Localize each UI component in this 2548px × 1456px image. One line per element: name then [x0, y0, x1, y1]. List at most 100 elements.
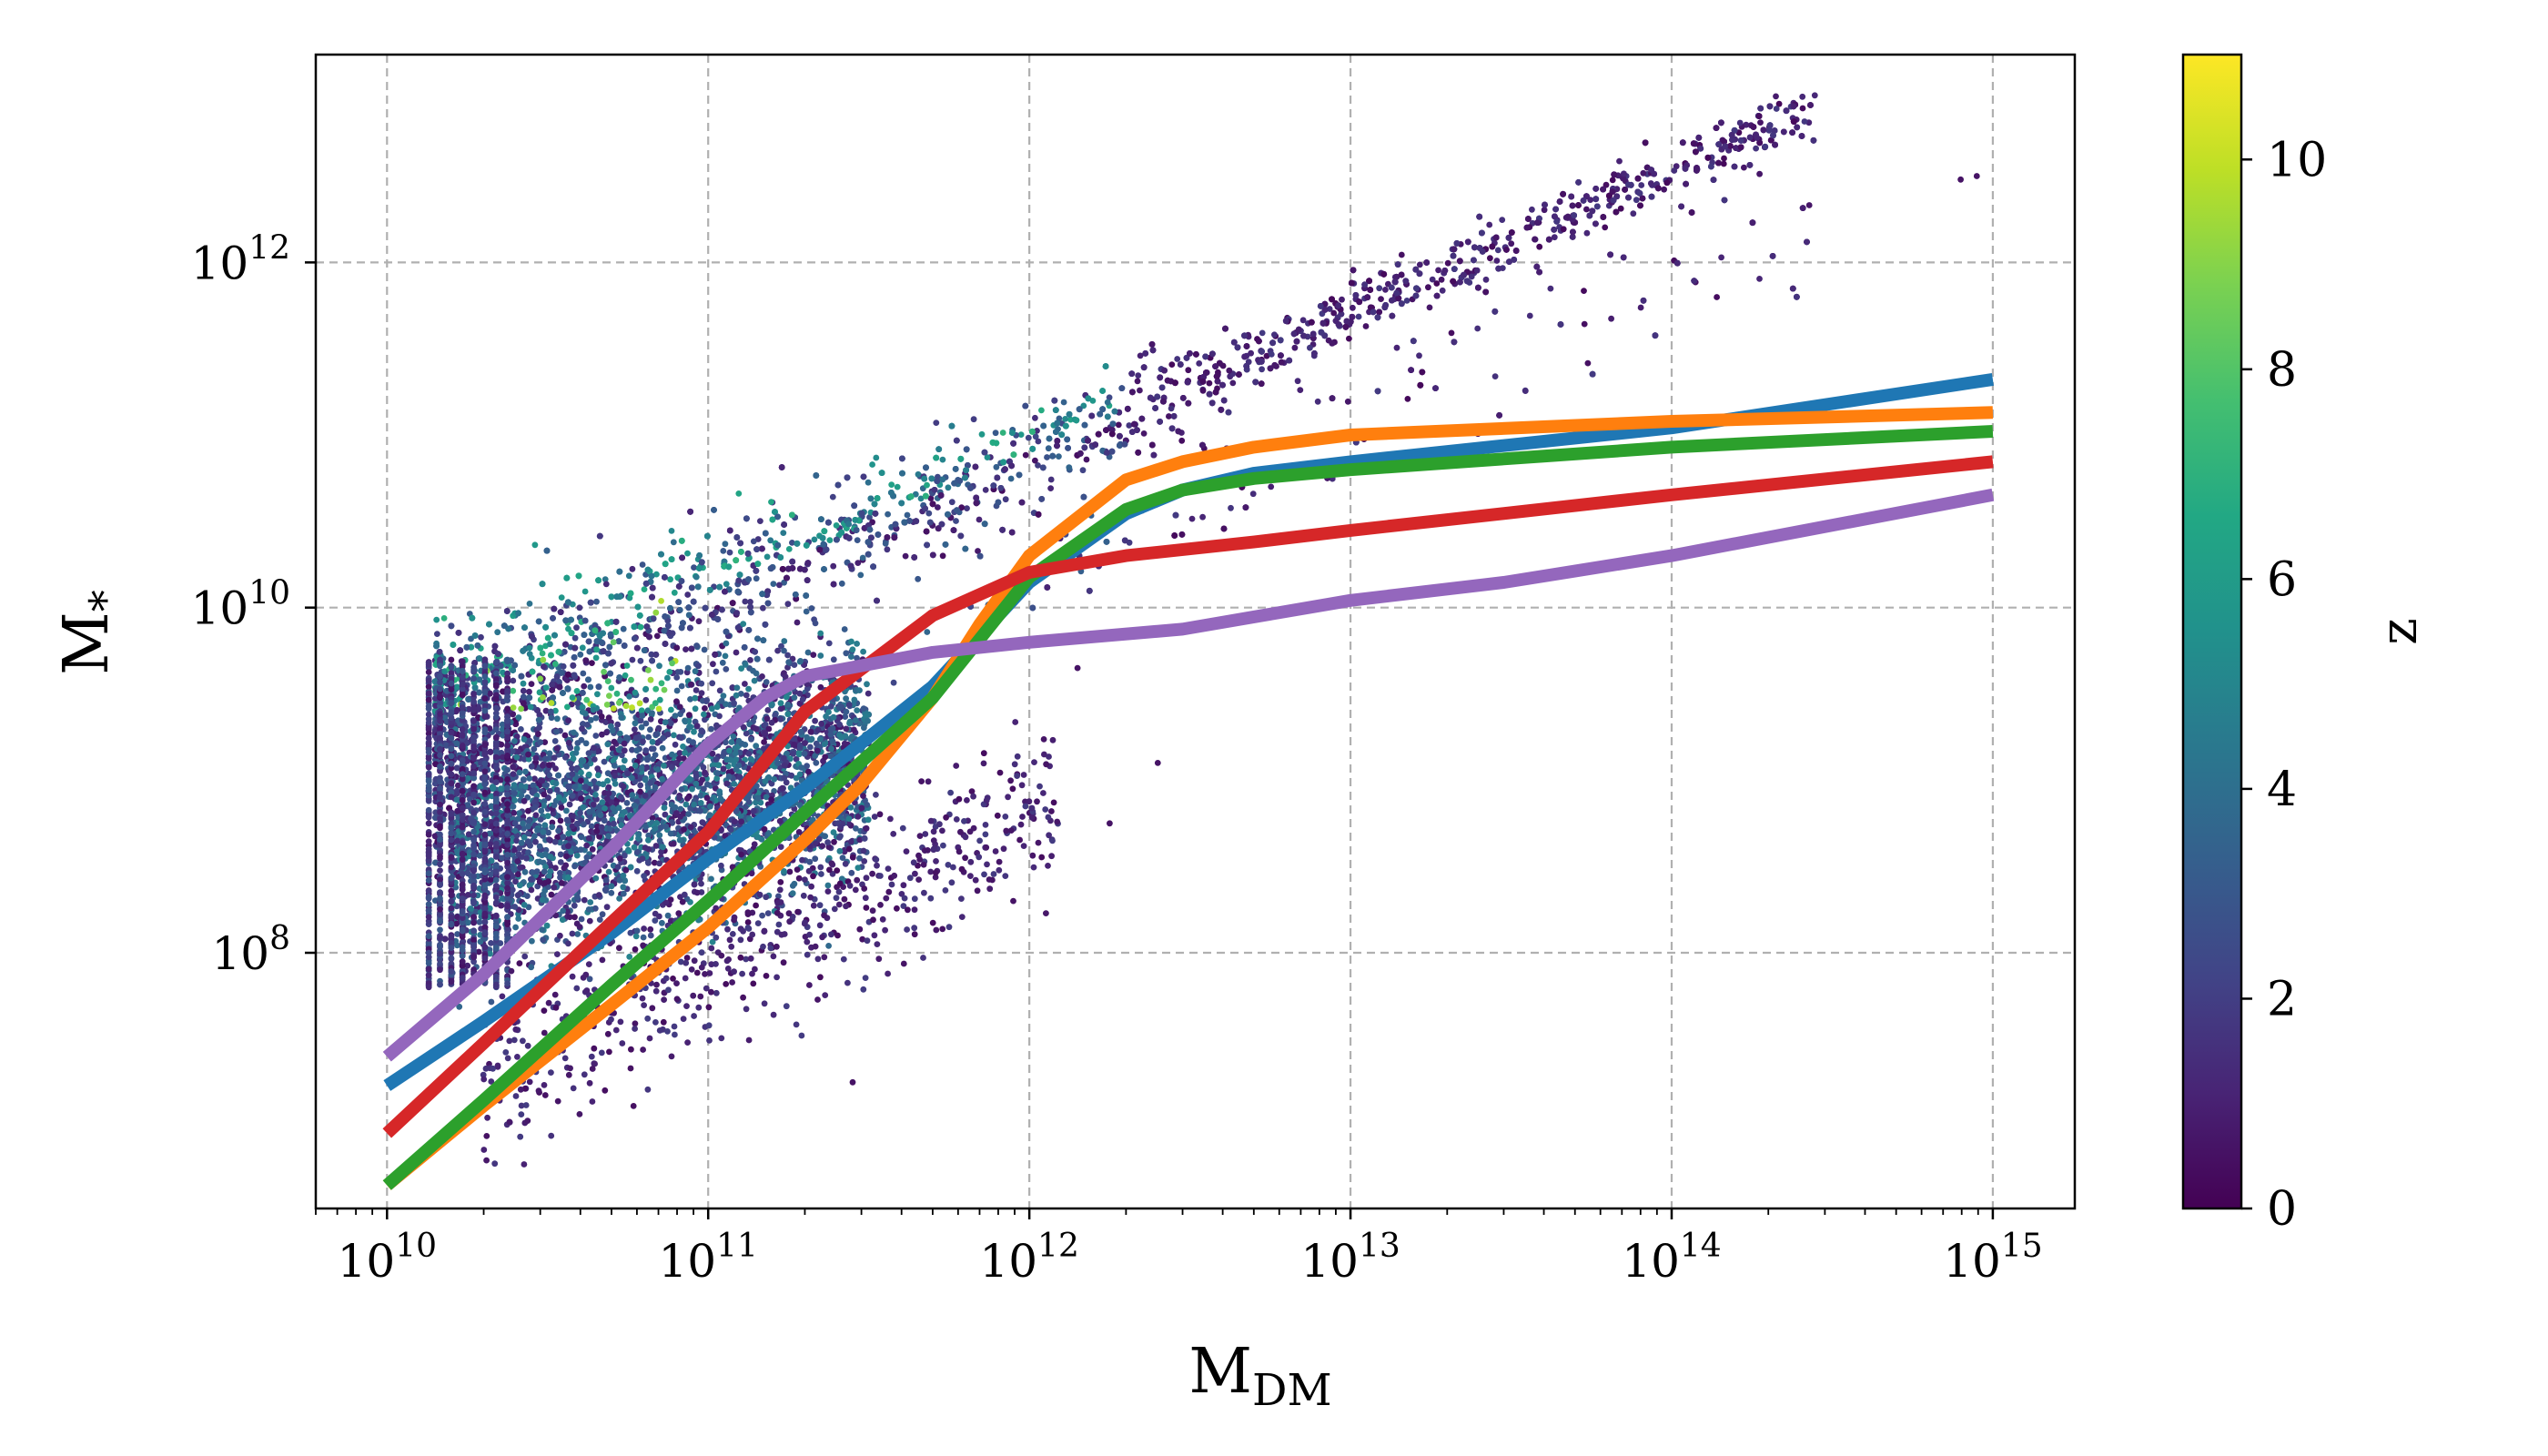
scatter-point [1757, 105, 1764, 112]
scatter-point [931, 487, 938, 493]
scatter-point [1630, 210, 1637, 217]
grid-lines [316, 55, 2075, 1208]
scatter-point [1213, 373, 1220, 379]
scatter-point [1038, 407, 1045, 414]
scatter-point [1029, 604, 1036, 612]
scatter-point [1376, 285, 1383, 292]
scatter-point [629, 565, 636, 572]
scatter-point [1718, 119, 1724, 126]
scatter-point [1178, 531, 1186, 538]
scatter-point [1593, 203, 1601, 210]
scatter-point [781, 521, 787, 528]
scatter-point [701, 646, 708, 653]
scatter-point [774, 541, 782, 549]
scatter-point [500, 622, 508, 629]
scatter-point [1393, 344, 1400, 351]
scatter-point [741, 644, 748, 651]
scatter-point [1613, 208, 1620, 216]
scatter-point [667, 605, 673, 612]
scatter-point [1412, 266, 1420, 273]
scatter-point [1356, 298, 1363, 306]
scatter-point [606, 643, 613, 651]
scatter-point [976, 516, 983, 523]
scatter-point [682, 646, 689, 652]
scatter-point [581, 632, 588, 638]
scatter-point [696, 552, 703, 559]
scatter-point [555, 648, 562, 655]
scatter-point [963, 446, 970, 453]
scatter-point [575, 572, 582, 580]
scatter-point [878, 470, 885, 476]
scatter-point [939, 456, 946, 463]
scatter-point [1408, 367, 1414, 373]
scatter-point [1720, 160, 1727, 167]
scatter-point [1225, 409, 1232, 416]
scatter-point [1402, 278, 1410, 285]
scatter-point [1463, 278, 1471, 285]
scatter-point [1804, 238, 1810, 246]
scatter-point [1332, 318, 1340, 324]
scatter-point [1185, 367, 1192, 374]
scatter-point [602, 662, 609, 669]
scatter-point [1206, 379, 1213, 387]
scatter-point [829, 493, 836, 500]
scatter-point [1417, 381, 1424, 389]
scatter-point [1625, 194, 1632, 201]
scatter-point [853, 527, 860, 533]
scatter-point [1551, 234, 1558, 241]
scatter-point [1581, 288, 1587, 294]
scatter-point [1439, 287, 1446, 294]
scatter-point [582, 657, 590, 664]
scatter-point [1661, 186, 1667, 193]
scatter-point [1032, 457, 1038, 464]
scatter-point [1376, 308, 1382, 316]
scatter-point [1053, 429, 1059, 435]
scatter-point [1348, 279, 1355, 287]
scatter-point [1022, 402, 1029, 410]
scatter-point [608, 593, 615, 601]
scatter-point [785, 546, 793, 552]
scatter-point [826, 537, 834, 543]
scatter-point [935, 504, 941, 511]
scatter-point [1811, 92, 1818, 99]
scatter-point [1491, 308, 1499, 315]
scatter-point [1034, 428, 1040, 434]
scatter-point [568, 630, 575, 637]
scatter-point [1762, 143, 1769, 150]
scatter-point [1258, 358, 1265, 365]
scatter-point [1486, 221, 1493, 228]
scatter-point [1137, 352, 1144, 359]
scatter-point [1039, 464, 1046, 471]
scatter-point [1652, 332, 1659, 339]
scatter-point [811, 536, 818, 543]
scatter-point [1045, 445, 1052, 452]
scatter-point [1404, 396, 1411, 402]
scatter-point [621, 642, 628, 649]
scatter-point [1647, 180, 1654, 187]
scatter-point [1607, 251, 1613, 258]
scatter-point [1419, 369, 1426, 376]
scatter-point [1343, 318, 1350, 325]
scatter-point [1636, 190, 1643, 197]
scatter-point [1433, 292, 1441, 299]
scatter-point [468, 635, 474, 642]
scatter-point [702, 604, 709, 612]
scatter-point [612, 629, 620, 635]
scatter-point [1135, 449, 1142, 456]
scatter-point [1104, 450, 1110, 456]
scatter-point [1178, 437, 1186, 444]
scatter-point [844, 474, 851, 481]
scatter-point [1168, 425, 1176, 432]
scatter-point [526, 694, 533, 702]
scatter-point [719, 606, 725, 613]
scatter-point [1370, 308, 1377, 316]
scatter-point [833, 522, 840, 529]
scatter-point [457, 647, 464, 654]
scatter-point [553, 673, 561, 680]
scatter-point [455, 630, 462, 636]
scatter-point [436, 649, 443, 655]
scatter-point [637, 657, 644, 664]
scatter-point [1086, 587, 1093, 594]
scatter-point [1032, 414, 1038, 421]
scatter-point [1268, 483, 1275, 490]
